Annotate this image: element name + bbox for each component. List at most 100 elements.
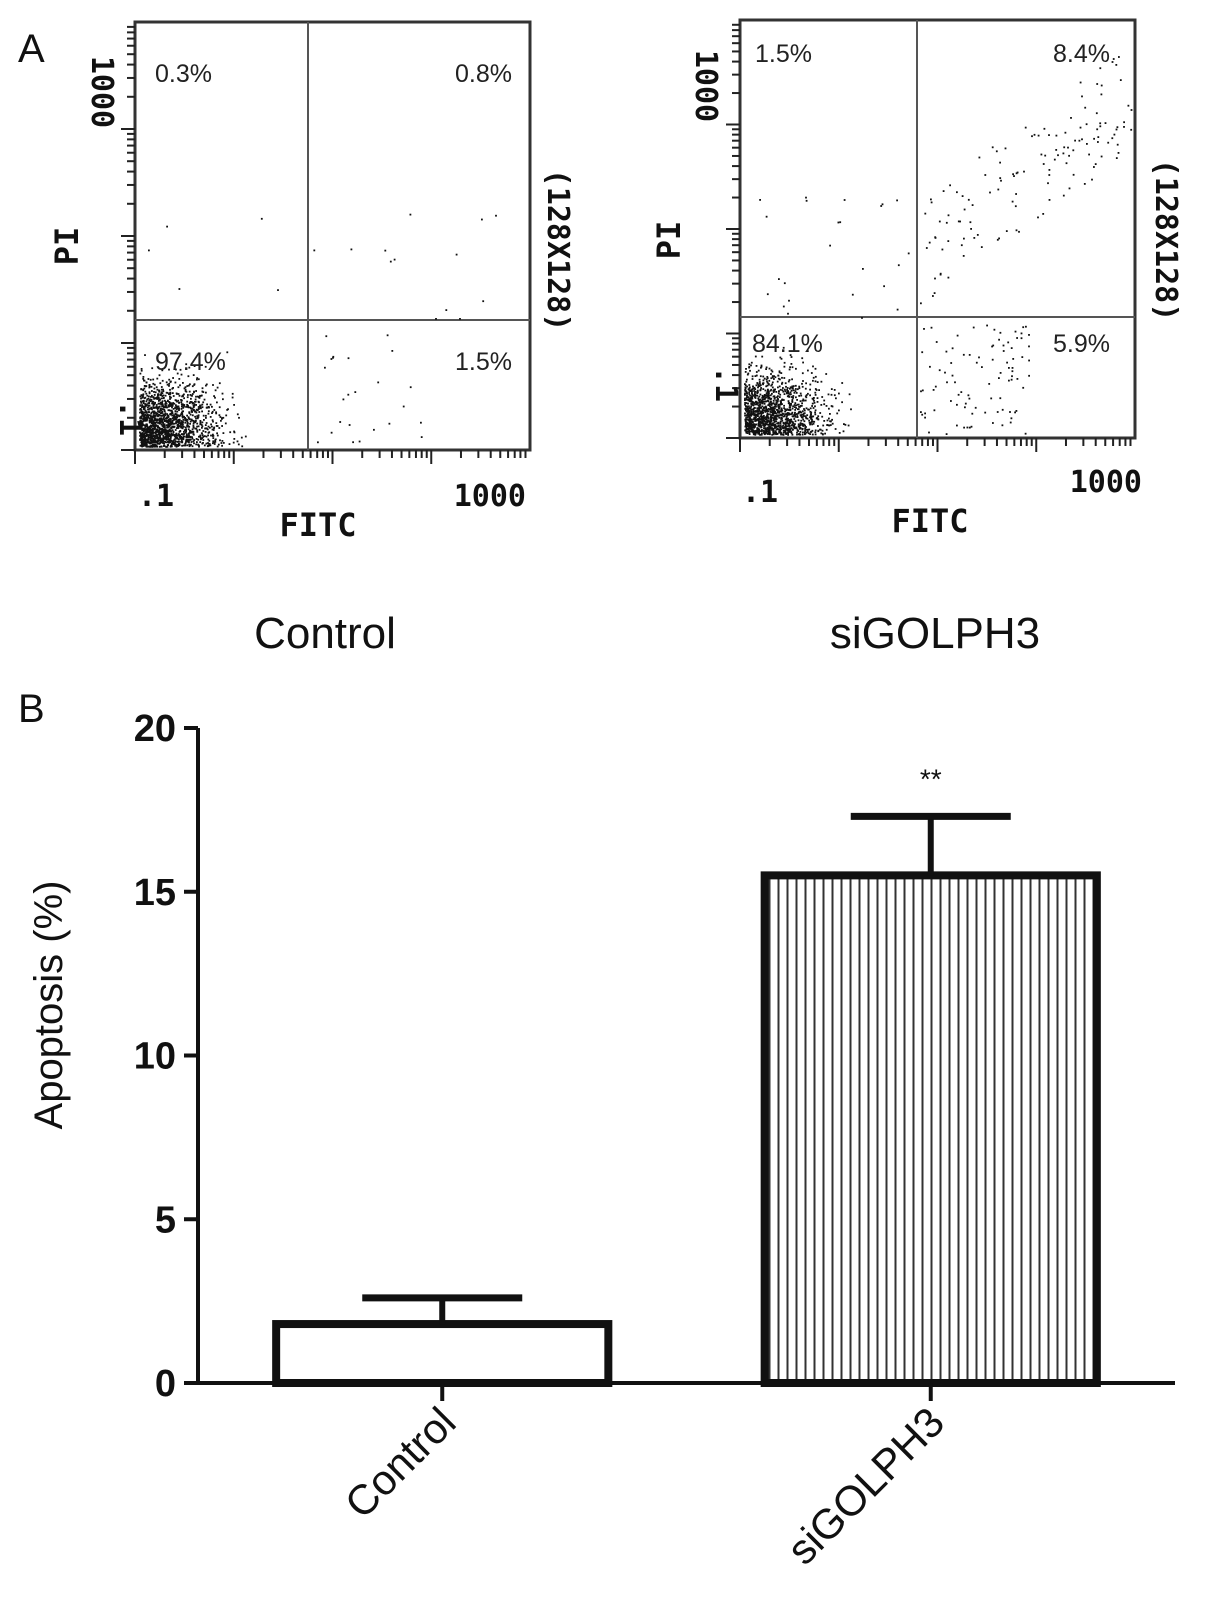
event-dot <box>789 354 792 356</box>
event-dot <box>799 405 802 407</box>
event-dot <box>807 392 809 395</box>
event-dot <box>771 402 774 405</box>
event-dot <box>166 413 168 415</box>
event-dot <box>760 424 762 427</box>
event-dot <box>784 388 786 391</box>
event-dot <box>785 428 788 431</box>
event-dot <box>1072 173 1075 176</box>
event-dot <box>176 407 179 410</box>
event-dot <box>1130 109 1133 111</box>
event-dot <box>1004 147 1007 150</box>
event-dot <box>169 441 172 443</box>
event-dot <box>194 415 196 418</box>
event-dot <box>762 400 765 403</box>
event-dot <box>184 441 187 444</box>
event-dot <box>752 387 755 390</box>
event-dot <box>964 406 966 409</box>
quadrant-lower-left: 97.4% <box>155 348 226 376</box>
event-dot <box>150 412 153 415</box>
y-tick-min: .1 <box>708 366 743 402</box>
event-dot <box>141 414 144 417</box>
event-dot <box>745 422 747 425</box>
event-dot <box>947 276 950 279</box>
event-dot <box>838 432 841 434</box>
event-dot <box>763 420 766 422</box>
event-dot <box>744 387 747 390</box>
event-dot <box>751 395 753 398</box>
event-dot <box>795 367 797 370</box>
event-dot <box>190 430 193 433</box>
event-dot <box>197 425 200 428</box>
event-dot <box>231 396 234 399</box>
event-dot <box>748 409 751 412</box>
event-dot <box>150 398 153 401</box>
event-dot <box>761 412 764 414</box>
event-dot <box>175 433 177 436</box>
event-dot <box>192 431 195 433</box>
event-dot <box>152 438 155 440</box>
event-dot <box>191 419 193 422</box>
event-dot <box>186 433 188 436</box>
event-dot <box>748 391 750 394</box>
event-dot <box>802 423 805 426</box>
event-dot <box>193 383 196 386</box>
flow-plot-sigolph3: 1.5% 8.4% 84.1% 5.9% .1 1000 FITC .1 100… <box>650 18 1183 658</box>
event-dot <box>175 413 178 416</box>
event-dot <box>1001 408 1004 411</box>
event-dot <box>174 443 177 445</box>
event-dot <box>814 429 817 432</box>
event-dot <box>152 406 155 408</box>
event-dot <box>962 353 965 356</box>
event-dot <box>182 444 185 447</box>
event-dot <box>778 403 780 406</box>
event-dot <box>187 425 190 428</box>
event-dot <box>947 214 950 217</box>
event-dot <box>199 404 202 407</box>
event-dot <box>774 430 777 433</box>
event-dot <box>197 400 200 403</box>
event-dot <box>772 395 775 398</box>
event-dot <box>750 405 752 408</box>
event-dot <box>792 395 795 397</box>
event-dot <box>151 417 153 420</box>
event-dot <box>151 408 153 411</box>
event-dot <box>157 396 160 399</box>
event-dot <box>183 433 186 435</box>
event-dot <box>200 407 202 410</box>
event-dot <box>978 356 980 359</box>
event-dot <box>176 441 179 443</box>
event-dot <box>184 444 187 447</box>
event-dot <box>170 427 173 430</box>
event-dot <box>791 421 794 423</box>
event-dot <box>139 404 142 407</box>
event-dot <box>144 434 147 437</box>
event-dot <box>189 430 191 432</box>
event-dot <box>751 423 753 426</box>
event-dot <box>160 391 163 394</box>
event-dot <box>178 288 181 290</box>
event-dot <box>777 377 780 380</box>
event-dot <box>237 443 240 446</box>
event-dot <box>151 435 154 437</box>
event-dot <box>762 418 765 421</box>
event-dot <box>169 434 172 437</box>
event-dot <box>759 382 761 385</box>
event-dot <box>191 393 194 395</box>
event-dot <box>171 433 173 436</box>
event-dot <box>762 383 764 386</box>
event-dot <box>149 417 151 420</box>
event-dot <box>149 432 152 435</box>
event-dot <box>746 406 749 409</box>
event-dot <box>161 379 164 382</box>
event-dot <box>759 420 761 423</box>
event-dot <box>842 430 845 433</box>
event-dot <box>194 398 197 401</box>
quadrant-lower-left: 84.1% <box>752 330 823 358</box>
event-dot <box>172 402 174 404</box>
event-dot <box>755 402 758 405</box>
event-dot <box>173 438 176 441</box>
event-dot <box>154 415 156 418</box>
x-tick-min: .1 <box>742 475 778 510</box>
event-dot <box>791 413 793 415</box>
event-dot <box>213 426 216 429</box>
